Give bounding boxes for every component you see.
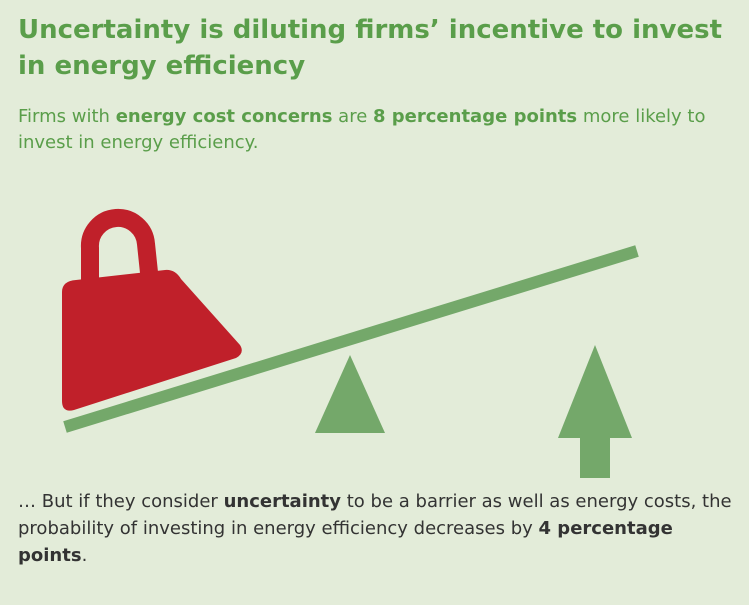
seesaw-beam [63,245,639,433]
text: to be a barrier as well as energy costs,… [18,491,732,539]
text: Firms with [18,106,116,127]
weight [62,269,242,411]
outro-text: … But if they consider uncertainty to be… [18,488,738,569]
bold-text: uncertainty [223,491,342,512]
text: more likely to invest in energy efficien… [18,106,706,153]
text: … But if they consider [18,491,224,512]
text: are [332,106,373,127]
intro-text: Firms with energy cost concerns are 8 pe… [18,104,738,156]
bold-text: 8 percentage points [373,106,578,127]
fulcrum [315,355,385,433]
text: . [81,545,88,566]
title: Uncertainty is diluting firms’ incentive… [18,15,723,81]
bold-text: 4 percentage points [18,518,673,566]
arrow-head [558,345,632,438]
arrow-shaft [580,436,610,478]
weight-handle [80,209,159,288]
bold-text: energy cost concerns [115,106,333,127]
